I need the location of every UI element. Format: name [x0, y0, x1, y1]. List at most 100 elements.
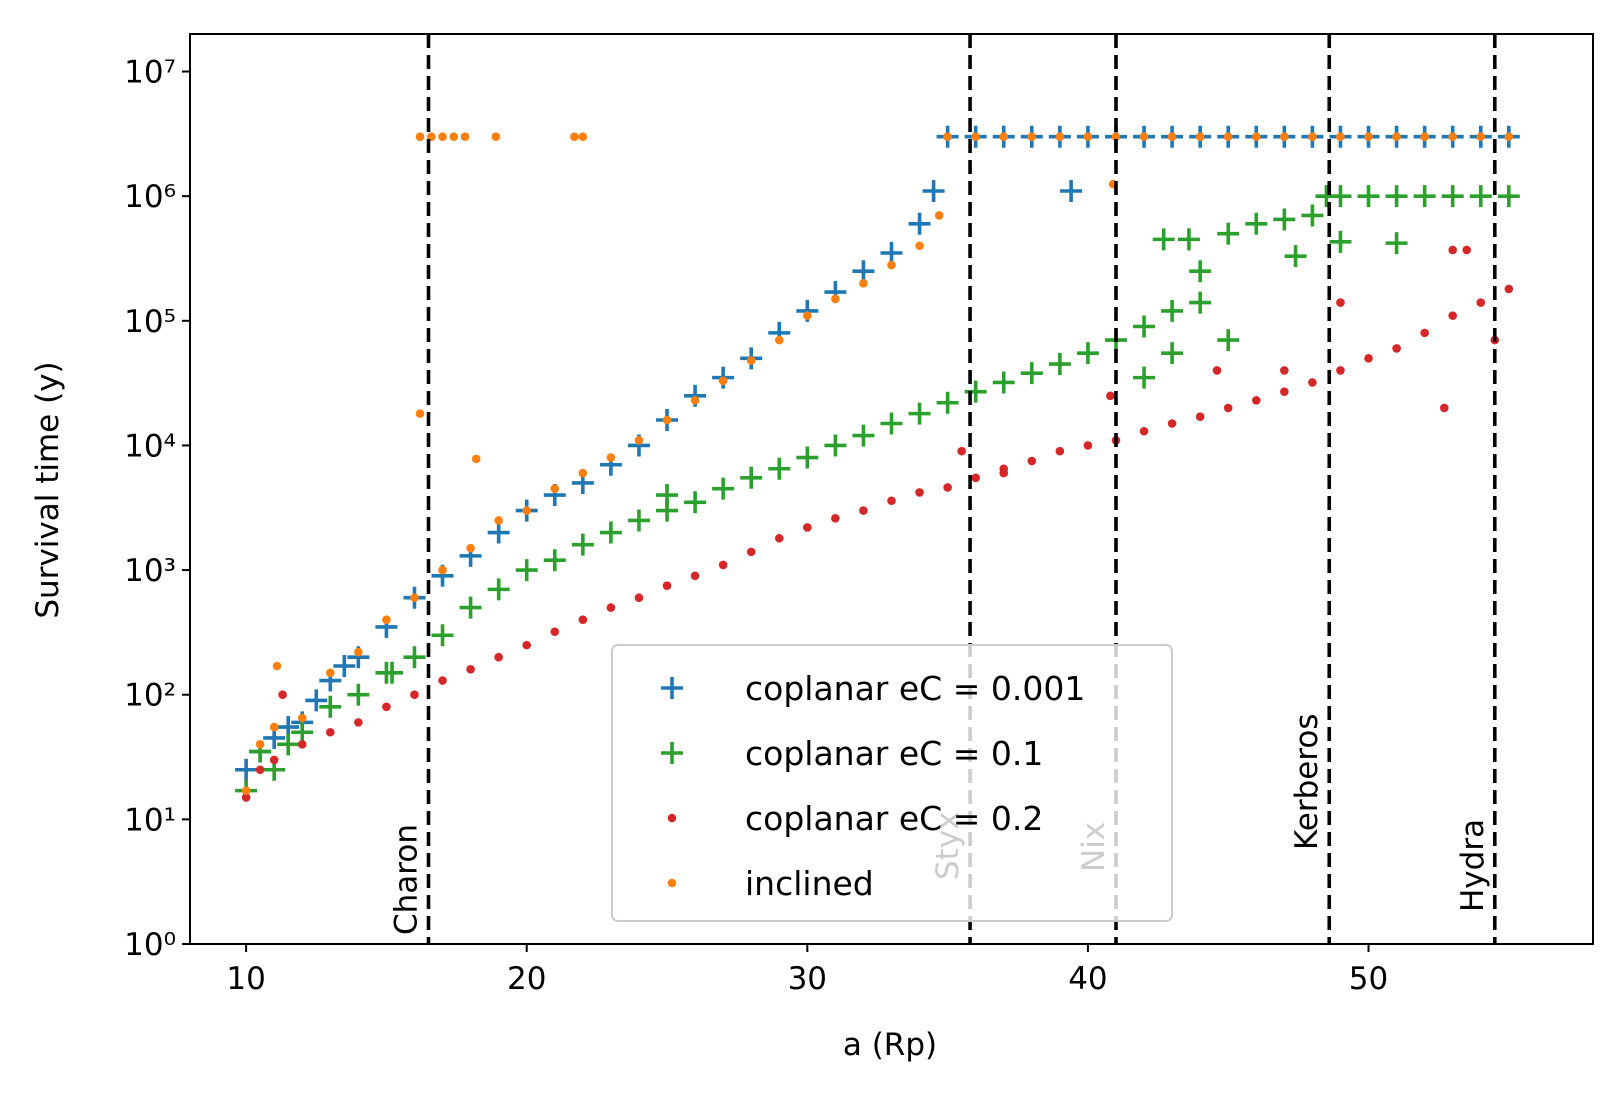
legend-marker — [667, 813, 677, 823]
point — [957, 446, 966, 456]
point — [936, 391, 959, 414]
point — [774, 533, 784, 543]
point — [1392, 344, 1401, 353]
point — [269, 755, 279, 765]
point — [1195, 132, 1205, 141]
point — [466, 664, 475, 674]
point — [1076, 342, 1099, 365]
legend-box — [611, 644, 1173, 922]
point — [1329, 185, 1352, 208]
point — [1152, 228, 1175, 251]
point — [241, 786, 251, 795]
point — [1280, 366, 1289, 375]
point — [934, 211, 944, 220]
point — [297, 740, 307, 749]
point — [571, 533, 594, 556]
point — [522, 640, 532, 650]
point — [1476, 132, 1486, 141]
point — [1308, 378, 1317, 387]
point — [269, 722, 279, 732]
point — [438, 676, 447, 685]
point — [1364, 354, 1373, 363]
y-tick-label: 10⁵ — [124, 304, 176, 340]
point — [487, 521, 510, 544]
point — [859, 278, 868, 288]
point — [1223, 403, 1233, 413]
point — [1329, 230, 1352, 253]
point — [915, 488, 924, 497]
point — [1504, 132, 1514, 141]
point — [859, 506, 868, 515]
point — [1273, 208, 1296, 231]
point — [887, 260, 896, 270]
point — [852, 424, 875, 447]
point — [578, 615, 588, 624]
y-tick-label: 10⁰ — [124, 927, 176, 963]
point — [1161, 299, 1184, 322]
point — [824, 434, 847, 457]
point — [992, 371, 1015, 394]
legend-label: coplanar eC = 0.2 — [745, 799, 1043, 838]
reference-label: Kerberos — [1289, 713, 1325, 850]
point — [1497, 185, 1520, 208]
point — [1476, 298, 1486, 307]
point — [1106, 391, 1115, 401]
point — [1189, 260, 1212, 283]
point — [1280, 387, 1289, 396]
point — [746, 547, 756, 557]
point — [1083, 441, 1093, 450]
point — [382, 702, 391, 712]
point — [333, 654, 356, 677]
y-tick-label: 10¹ — [124, 802, 176, 838]
y-tick-label: 10⁴ — [124, 428, 176, 464]
point — [662, 415, 672, 425]
point — [831, 294, 840, 304]
point — [1469, 185, 1492, 208]
point — [410, 690, 419, 700]
point — [235, 758, 258, 781]
point — [971, 132, 980, 141]
point — [634, 435, 644, 445]
legend-label: coplanar eC = 0.1 — [745, 734, 1043, 773]
point — [326, 668, 335, 678]
point — [272, 661, 282, 671]
point — [415, 132, 425, 141]
point — [1111, 132, 1121, 141]
point — [1420, 132, 1429, 141]
point — [1195, 412, 1205, 422]
point — [431, 624, 454, 647]
point — [578, 132, 588, 141]
point — [746, 356, 756, 365]
point — [943, 483, 952, 492]
point — [1020, 362, 1043, 385]
point — [255, 740, 265, 749]
point — [1217, 329, 1240, 352]
point — [880, 241, 903, 264]
point — [1504, 284, 1514, 294]
point — [277, 733, 300, 756]
point — [1462, 245, 1472, 255]
point — [831, 514, 840, 523]
point — [971, 473, 980, 483]
point — [908, 402, 931, 425]
x-tick-label: 50 — [1349, 961, 1388, 997]
point — [1280, 132, 1289, 141]
point — [1027, 456, 1037, 466]
point — [718, 376, 728, 386]
point — [740, 466, 763, 489]
point — [1055, 446, 1065, 456]
point — [1284, 245, 1307, 268]
y-tick-label: 10⁷ — [124, 55, 176, 91]
point — [410, 593, 419, 603]
reference-label: Hydra — [1455, 819, 1491, 912]
point — [1448, 132, 1457, 141]
point — [1133, 366, 1156, 389]
legend-label: inclined — [745, 864, 874, 903]
point — [415, 409, 425, 418]
point — [297, 713, 307, 723]
point — [1189, 291, 1212, 314]
point — [1133, 315, 1156, 338]
point — [1308, 132, 1317, 141]
x-tick-label: 10 — [226, 961, 265, 997]
